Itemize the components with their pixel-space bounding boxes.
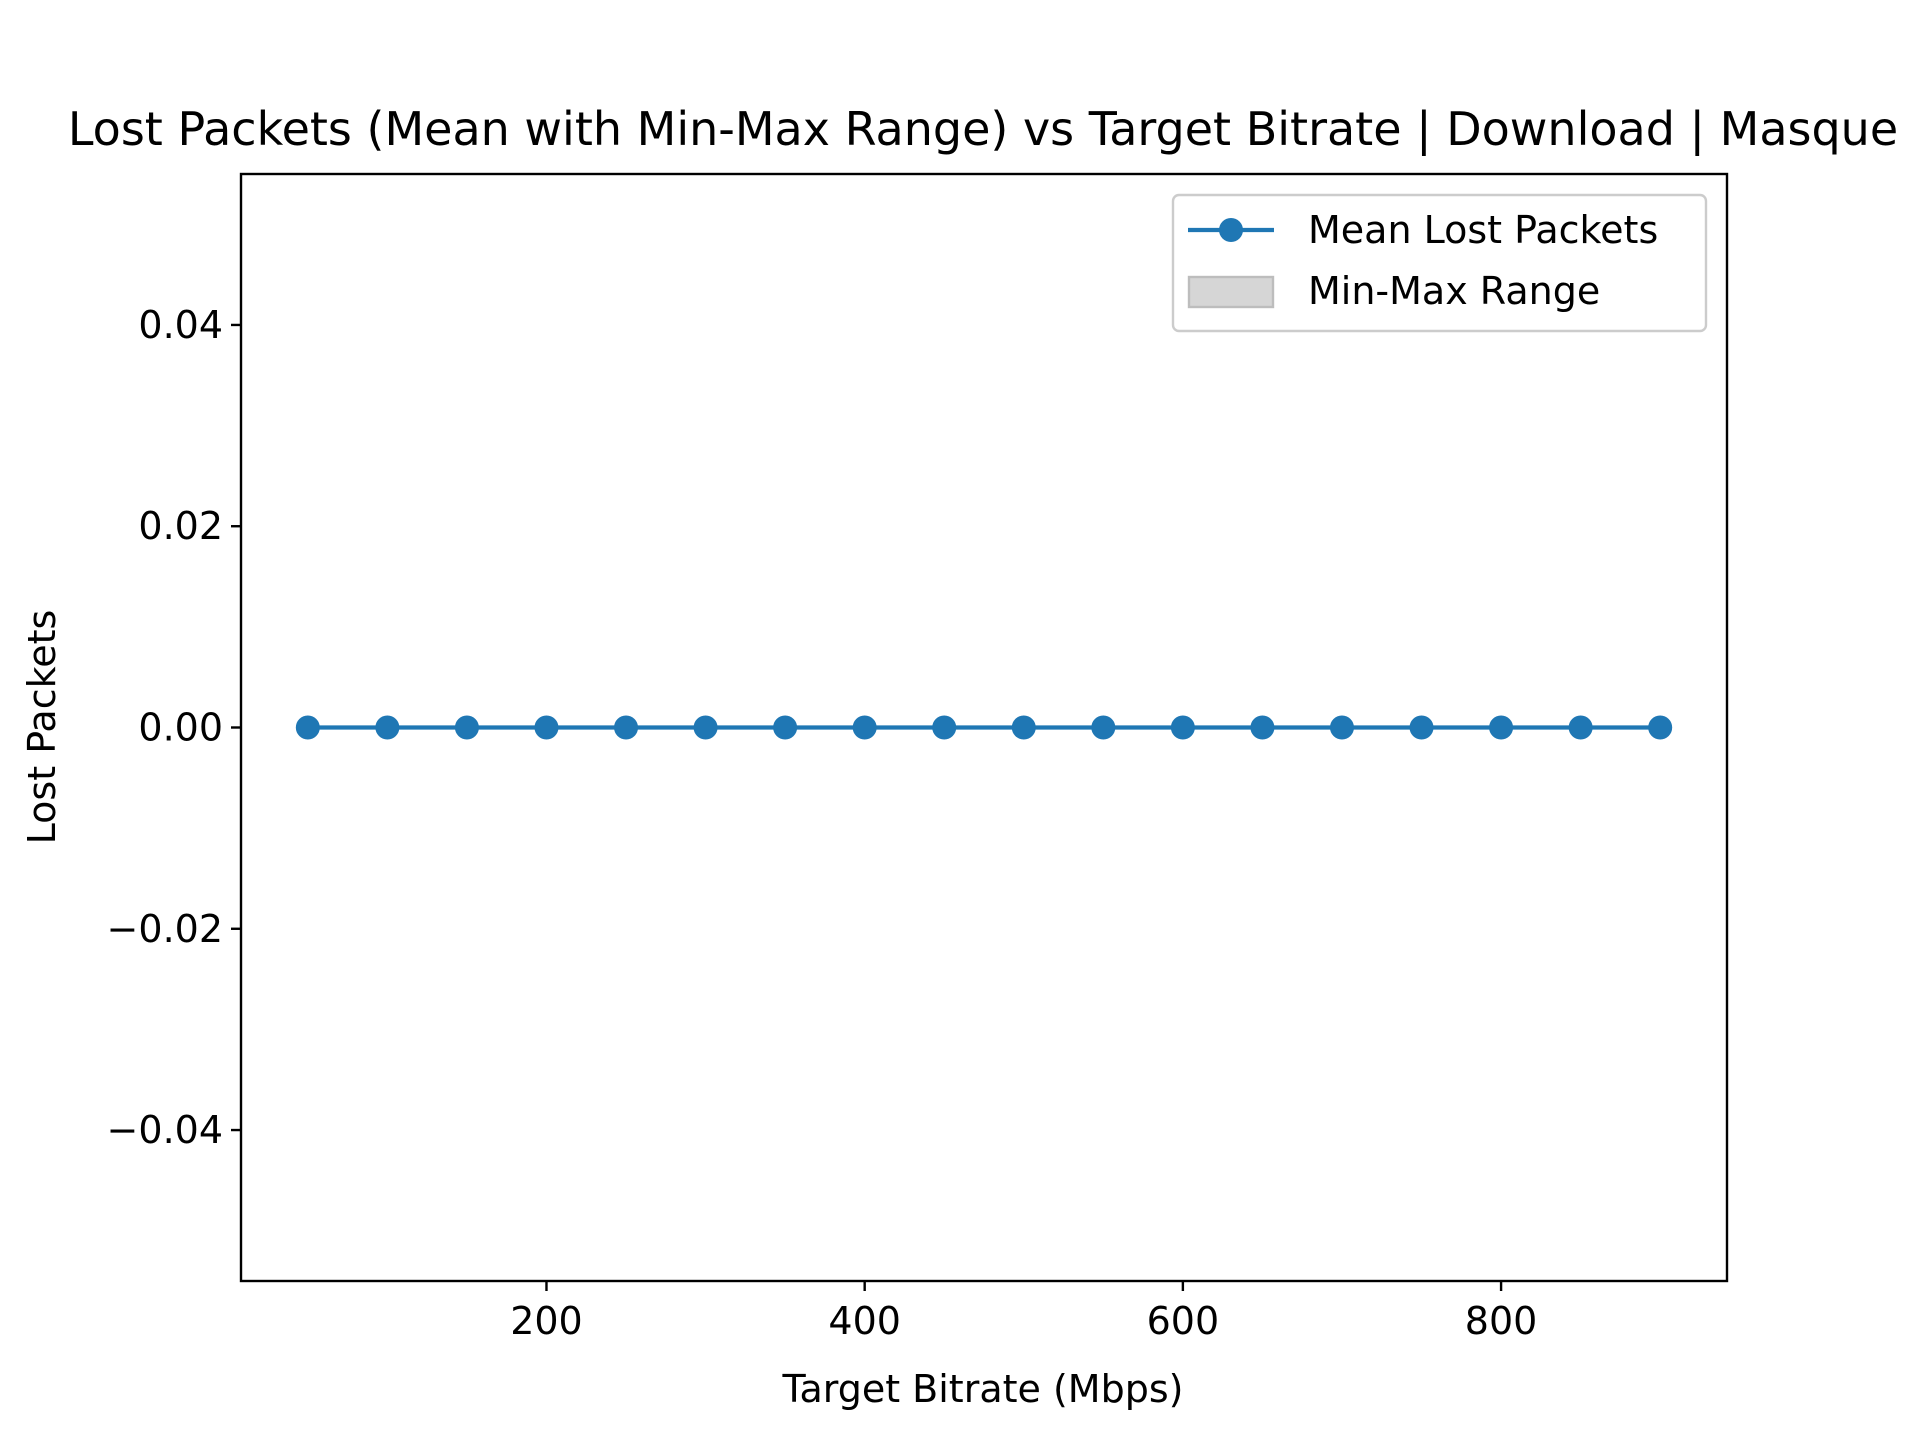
legend: Mean Lost Packets Min-Max Range — [1171, 193, 1708, 333]
series-layer — [295, 715, 1673, 740]
legend-label-range: Min-Max Range — [1308, 269, 1600, 313]
y-tick-label: −0.02 — [107, 907, 223, 951]
data-point — [1250, 715, 1275, 740]
legend-band-swatch — [1187, 275, 1275, 309]
data-point — [375, 715, 400, 740]
data-point — [1011, 715, 1036, 740]
x-tick-label: 400 — [828, 1299, 901, 1343]
legend-label-mean: Mean Lost Packets — [1308, 208, 1658, 252]
x-tick-label: 600 — [1147, 1299, 1220, 1343]
legend-box — [1171, 193, 1708, 333]
data-point — [1170, 715, 1195, 740]
data-point — [1091, 715, 1116, 740]
plot-area — [239, 172, 1729, 1283]
y-tick-label: −0.04 — [107, 1108, 223, 1152]
data-point — [1489, 715, 1514, 740]
data-point — [693, 715, 718, 740]
data-point — [1648, 715, 1673, 740]
data-point — [454, 715, 479, 740]
data-point — [1329, 715, 1354, 740]
data-point — [1568, 715, 1593, 740]
y-tick-label: 0.04 — [138, 303, 223, 347]
y-axis-label: Lost Packets — [20, 610, 64, 845]
data-point — [773, 715, 798, 740]
chart-title: Lost Packets (Mean with Min-Max Range) v… — [68, 102, 1898, 157]
x-tick-label: 800 — [1465, 1299, 1538, 1343]
data-point — [295, 715, 320, 740]
legend-marker-swatch — [1219, 218, 1243, 242]
x-tick-label: 200 — [510, 1299, 583, 1343]
data-point — [614, 715, 639, 740]
data-point — [852, 715, 877, 740]
data-point — [534, 715, 559, 740]
y-axis: 0.04 0.02 0.00 −0.02 −0.04 — [107, 303, 241, 1152]
data-point — [932, 715, 957, 740]
y-tick-label: 0.00 — [138, 706, 223, 750]
data-point — [1409, 715, 1434, 740]
x-axis: 200 400 600 800 — [510, 1281, 1537, 1343]
x-axis-label: Target Bitrate (Mbps) — [782, 1367, 1184, 1411]
y-tick-label: 0.02 — [138, 504, 223, 548]
